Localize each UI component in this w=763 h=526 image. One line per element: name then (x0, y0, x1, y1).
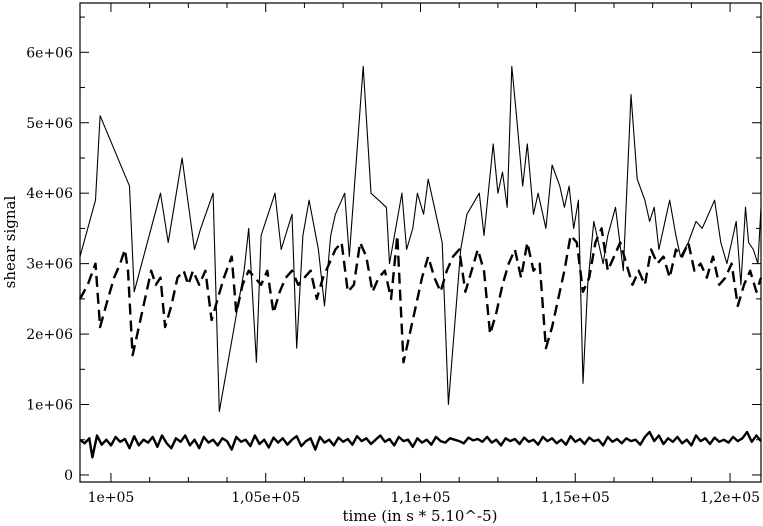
y-tick-label: 6e+06 (26, 45, 73, 61)
plot-area-frame (79, 2, 762, 483)
series-dashed (78, 227, 763, 364)
y-tick-label: 5e+06 (26, 116, 73, 132)
series-line-thin-solid (79, 65, 762, 413)
x-tick-label: 1e+05 (88, 490, 135, 506)
y-tick-label: 1e+06 (26, 398, 73, 414)
y-tick-label: 4e+06 (26, 186, 73, 202)
y-tick-label: 2e+06 (26, 327, 73, 343)
x-tick-label: 1,1e+05 (390, 490, 450, 506)
x-axis-ticks: 1e+05 1,05e+05 1,1e+05 1,15e+05 1,2e+05 (88, 3, 760, 506)
series-thick-solid (79, 430, 762, 459)
y-tick-label: 0 (64, 468, 73, 484)
y-axis-ticks: 0 1e+06 2e+06 3e+06 4e+06 5e+06 6e+06 (26, 16, 761, 484)
x-axis-label: time (in s * 5.10^-5) (343, 507, 498, 525)
series-line-dashed (78, 227, 763, 364)
series-line-thick-solid (79, 430, 762, 459)
x-tick-label: 1,15e+05 (541, 490, 610, 506)
series-thin-solid (79, 65, 762, 413)
x-tick-label: 1,2e+05 (700, 490, 760, 506)
series-layer (78, 65, 763, 459)
y-axis-label: shear signal (1, 195, 19, 288)
x-tick-label: 1,05e+05 (231, 490, 300, 506)
y-tick-label: 3e+06 (26, 257, 73, 273)
